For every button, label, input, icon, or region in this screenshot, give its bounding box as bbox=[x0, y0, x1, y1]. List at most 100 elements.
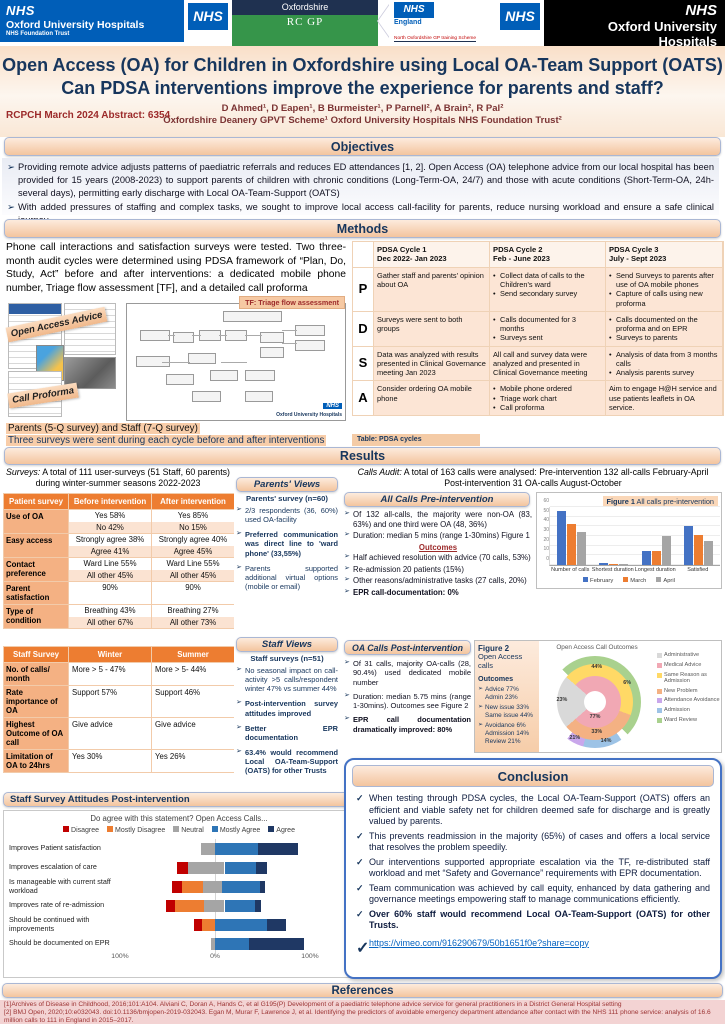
bullet-text: Duration: median 5 mins (range 1-30mins)… bbox=[353, 531, 530, 540]
bullet-icon: • bbox=[493, 384, 496, 394]
pdsa-bullet: • Send secondary survey bbox=[493, 289, 602, 298]
conclusion-link-row: ✓ https://vimeo.com/916290679/50b1651f0e… bbox=[346, 938, 720, 958]
bullet-item: ➢ EPR call-documentation: 0% bbox=[344, 588, 532, 598]
patient-table-value: Ward Line 55% bbox=[166, 559, 220, 568]
outcome-line: Admission 14% bbox=[485, 729, 530, 737]
bullet-text: Preferred communication was direct line … bbox=[245, 530, 338, 558]
bar-group bbox=[550, 507, 593, 565]
bar-segment bbox=[215, 842, 258, 855]
bullet-text: Re-admission 20 patients (15%) bbox=[353, 564, 464, 574]
staff-table-value: Yes 26% bbox=[152, 750, 234, 772]
bar-segment bbox=[255, 861, 268, 874]
bullet-text: 63.4% would recommend Local OA-Team-Supp… bbox=[245, 747, 338, 775]
figure1-caption-rest: All calls pre-intervention bbox=[634, 497, 714, 506]
bar-segment bbox=[215, 937, 250, 950]
pdsa-body-cell: Gather staff and parents' opinion about … bbox=[374, 267, 489, 311]
bullet-item: ✓ When testing through PDSA cycles, the L… bbox=[356, 793, 710, 828]
patient-table-value: All other 45% bbox=[69, 569, 151, 581]
legend-swatch-icon bbox=[657, 688, 662, 694]
bar-group bbox=[635, 507, 678, 565]
outcome-group: ➢ New issue 33% Same issue 44% bbox=[478, 704, 536, 719]
bullet-text: Post-intervention survey attitudes impro… bbox=[245, 699, 338, 718]
parents-survey-n: Parents' survey (n=60) bbox=[246, 494, 328, 503]
bullet-text: EPR call-documentation: 0% bbox=[353, 587, 459, 597]
bar-segment bbox=[249, 937, 305, 950]
gridline bbox=[550, 554, 720, 556]
legend-label: Admission bbox=[664, 707, 690, 713]
outcome-line: Admin 23% bbox=[485, 693, 518, 701]
staff-survey-table: Staff Survey Winter Summer No. of calls/ mo… bbox=[3, 646, 234, 773]
bullet-text: Duration: median 5.75 mins (range 1-30mi… bbox=[353, 691, 471, 711]
figure1-chart: Figure 1 All calls pre-intervention 0 10 20… bbox=[536, 492, 722, 589]
chevron-icon bbox=[378, 4, 390, 38]
bar-group bbox=[678, 507, 721, 565]
row-label: Is manageable with current staff workloa… bbox=[9, 877, 111, 895]
patient-table-label: Parent satisfaction bbox=[4, 582, 68, 604]
bullet-item: ➢ Of 132 all-calls, the majority were non… bbox=[344, 510, 532, 529]
legend-item: New Problem bbox=[657, 688, 721, 694]
pdsa-cycle-dates: Feb - June 2023 bbox=[493, 254, 550, 264]
vimeo-link[interactable]: https://vimeo.com/916290679/50b1651f0e?s… bbox=[369, 937, 589, 948]
flowchart-connector bbox=[161, 362, 191, 363]
pdsa-body-cell: • Calls documented on the proforma and on… bbox=[606, 311, 722, 346]
bar-segment bbox=[211, 937, 215, 950]
arrow-bullet-icon: ➢ bbox=[344, 659, 350, 666]
bar-segment bbox=[172, 880, 182, 893]
pdsa-cell-text: Surveys were sent to both groups bbox=[377, 314, 463, 334]
triage-flowchart: TF: Triage flow assessment NHS Oxford Un… bbox=[126, 296, 346, 421]
bullet-icon: • bbox=[493, 393, 496, 403]
figure2-side-panel: Figure 2 Open Access calls Outcomes ➢ Adv… bbox=[475, 641, 539, 752]
bullet-icon: • bbox=[493, 333, 496, 343]
bar-segment bbox=[267, 918, 287, 931]
oa-calls-heading: OA Calls Post-intervention bbox=[344, 640, 471, 655]
data-label: 44% bbox=[591, 664, 603, 671]
patient-table-label: Contact preference bbox=[4, 558, 68, 581]
flowchart-logo-text: Oxford University Hospitals bbox=[276, 412, 342, 418]
patient-table-label: Use of OA bbox=[4, 510, 68, 533]
figure2-chart-title: Open Access Call Outcomes bbox=[556, 644, 638, 651]
bullet-text: Of 132 all-calls, the majority were non-… bbox=[353, 510, 532, 529]
references-heading: References bbox=[2, 983, 723, 998]
ouh-org-name: Oxford University Hospitals bbox=[6, 19, 145, 31]
figure1-plot: 0 10 20 30 40 50 60 bbox=[543, 498, 721, 566]
bar bbox=[576, 532, 586, 565]
x-axis-label: 0% bbox=[210, 953, 220, 960]
bullet-text: Our interventions supported appropriate … bbox=[369, 856, 710, 879]
conclusion-body: ✓ When testing through PDSA cycles, the L… bbox=[346, 791, 720, 937]
staff-table-label: Limitation of OA to 24hrs bbox=[4, 750, 68, 772]
gridline bbox=[550, 525, 720, 527]
bar-segment bbox=[224, 861, 256, 874]
patient-table-value: Yes 58% bbox=[94, 511, 126, 520]
pdsa-bullet: • Send Surveys to parents after use of OA… bbox=[609, 271, 719, 290]
pdsa-cell-text: Aim to engage H@H service and use patien… bbox=[609, 384, 717, 412]
bar-segment bbox=[257, 842, 298, 855]
nhs-logo-icon: NHS bbox=[187, 2, 229, 31]
conclusion-heading: Conclusion bbox=[352, 765, 714, 787]
legend-item: Medical Advice bbox=[657, 662, 721, 668]
bullet-text: Other reasons/administrative tasks (27 c… bbox=[353, 576, 527, 585]
staff-table-label: Highest Outcome of OA call bbox=[4, 718, 68, 749]
pdsa-corner-cell bbox=[353, 242, 373, 267]
legend-label: New Problem bbox=[664, 687, 698, 694]
nhs-england-logo: NHS England North Oxfordshire GP trainin… bbox=[378, 0, 496, 46]
patient-table-value: Breathing 27% bbox=[167, 606, 219, 615]
flowchart-node bbox=[222, 310, 282, 322]
patient-table-value: No 42% bbox=[69, 521, 151, 533]
x-axis-labels: 100% 0% 100% bbox=[4, 953, 354, 964]
flowchart-node bbox=[166, 373, 195, 385]
figure2-outcome-groups: ➢ Advice 77% Admin 23% ➢ New issue 33% Same i… bbox=[478, 686, 536, 745]
pdsa-cycle-dates: July - Sept 2023 bbox=[609, 254, 667, 264]
bar-track bbox=[120, 842, 310, 855]
bar bbox=[619, 564, 629, 565]
pdsa-bullet-text: Collect data of calls to the Children's … bbox=[500, 270, 585, 290]
pdsa-body-cell: Aim to engage H@H service and use patien… bbox=[606, 381, 722, 416]
bullet-icon: • bbox=[609, 270, 612, 280]
methods-figures: Open Access Advice Call Proforma TF: Tri… bbox=[5, 296, 346, 421]
staff-table-value: Yes 30% bbox=[69, 750, 151, 772]
pdsa-body-cell: All call and survey data were analyzed a… bbox=[490, 346, 605, 381]
flowchart-node bbox=[259, 331, 284, 343]
data-label: 21% bbox=[569, 734, 581, 741]
patient-table-value: All other 45% bbox=[152, 569, 234, 581]
legend-item: Mostly Agree bbox=[211, 826, 260, 834]
arrow-bullet-icon: ➢ bbox=[478, 722, 484, 729]
